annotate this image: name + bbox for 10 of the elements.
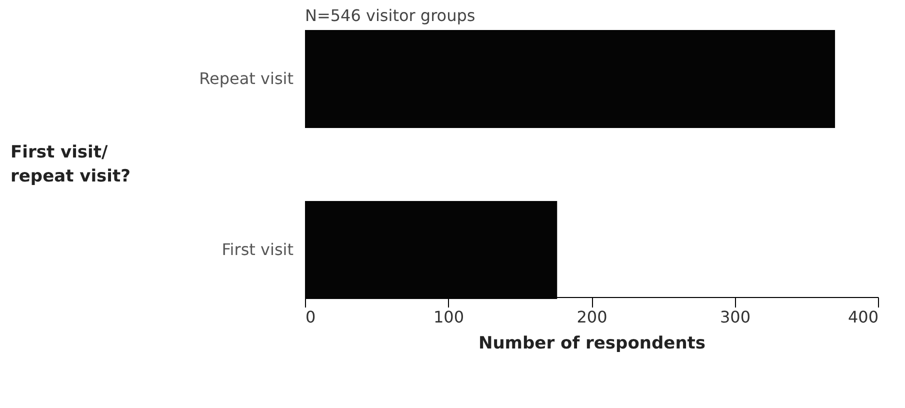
y-tick-label: Repeat visit (199, 69, 294, 88)
x-tick-label: 0 (306, 308, 316, 326)
y-axis-title: First visit/ repeat visit? (10, 142, 130, 186)
x-tick-label: 400 (848, 308, 878, 326)
x-tick-label: 100 (433, 308, 464, 326)
x-tick-label: 200 (576, 308, 608, 326)
x-tick-label: 300 (720, 308, 751, 326)
x-axis-title: Number of respondents (478, 334, 706, 354)
text: N=546 visitor groups (305, 6, 476, 26)
y-tick-label: First visit (222, 240, 294, 259)
